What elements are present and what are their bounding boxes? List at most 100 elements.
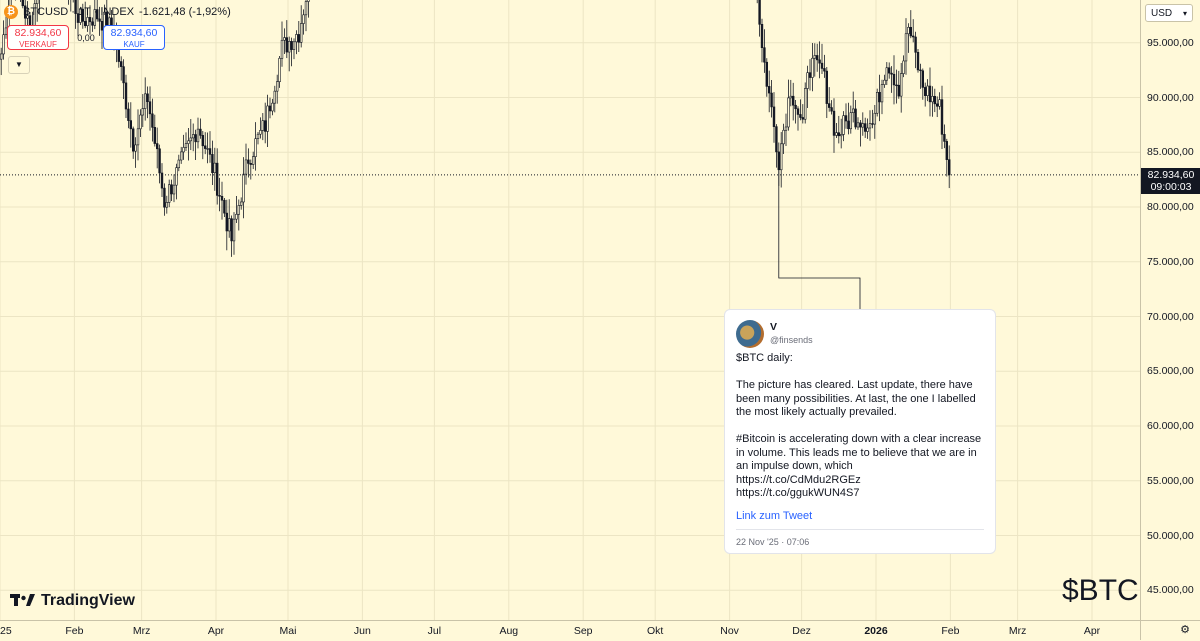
candle-body [880,84,884,103]
gear-icon[interactable]: ⚙ [1180,624,1190,636]
candle-body [0,53,3,60]
price-tick-label: 55.000,00 [1147,474,1194,487]
symbol-title[interactable]: BTCUSD · 1T · INDEX [23,6,135,18]
candle-body [84,21,87,27]
candle-body [811,57,814,78]
candle-body [808,72,812,78]
candle-body [916,51,920,71]
candle-body [302,14,305,24]
chevron-down-icon[interactable]: ▼ [8,56,30,74]
candle-body [823,68,826,72]
time-tick-label: 2026 [864,625,888,637]
candle-body [256,133,260,139]
tradingview-logo[interactable]: TradingView [10,592,135,610]
candle-body [146,93,149,103]
candle-body [911,35,915,38]
candle-body [290,41,293,50]
candle-body [175,167,178,186]
candle-body [779,143,783,171]
chart-area[interactable]: ₿ BTCUSD · 1T · INDEX -1.621,48 (-1,92%)… [0,0,1140,620]
candle-body [122,66,125,84]
candle-body [907,26,910,35]
candle-body [141,108,144,116]
chevron-down-icon: ▾ [1182,9,1187,18]
candle-body [772,106,776,127]
candle-body [213,162,216,174]
candle-body [782,129,785,145]
tweet-author-handle: @finsends [770,335,813,345]
candle-body [854,108,857,128]
candle-body [23,5,27,19]
buy-label: KAUF [123,40,145,49]
candle-body [914,36,917,53]
candle-body [184,143,188,148]
candle-body [139,114,142,130]
candle-body [285,37,288,53]
tweet-link[interactable]: Link zum Tweet [736,510,813,522]
candle-body [943,134,946,142]
candle-body [892,73,896,86]
candle-body [91,21,94,26]
candle-body [760,24,764,48]
candle-body [242,173,245,203]
symbol-bar: ₿ BTCUSD · 1T · INDEX -1.621,48 (-1,92%) [4,4,231,20]
candle-body [940,99,944,135]
candle-body [830,107,833,112]
buy-button[interactable]: 82.934,60 KAUF [103,25,165,50]
candle-body [794,104,797,110]
candle-body [873,112,877,125]
settings-corner[interactable]: ⚙ [1140,620,1200,640]
candle-body [871,123,874,125]
candle-body [299,23,303,43]
time-tick-label: Mrz [1008,625,1027,637]
candle-body [211,154,214,174]
candle-body [98,18,101,22]
candle-body [803,88,807,120]
candle-body [187,140,190,144]
candle-body [263,120,267,132]
candle-body [919,69,922,72]
time-tick-label: Nov [720,625,739,637]
candle-body [96,9,99,20]
candle-body [799,114,802,118]
candle-body [902,60,905,74]
candle-body [815,55,819,61]
candle-body [216,162,219,196]
currency-selector[interactable]: USD ▾ [1145,4,1193,22]
candle-body [923,87,927,96]
candle-body [144,93,147,109]
time-tick-label: Sep [573,625,593,637]
candle-body [2,34,5,55]
buy-price: 82.934,60 [110,27,158,39]
candle-body [230,218,233,242]
candle-body [827,103,831,108]
time-tick-label: Jun [353,625,371,637]
time-axis[interactable]: 2025 Feb Mrz Apr Mai Jun Jul Aug Sep Okt Nov Dez 202… [0,620,1140,641]
candle-body [839,134,843,137]
sell-button[interactable]: 82.934,60 VERKAUF [7,25,69,50]
candle-body [237,205,240,215]
candle-body [129,120,132,130]
price-axis[interactable]: USD ▾ 45.000,00 50.000,00 55.000,00 60.000,… [1140,0,1200,620]
tweet-card: V @finsends $BTC daily: The picture has … [724,309,996,554]
time-tick-label: Apr [207,625,225,637]
candle-body [861,123,865,128]
candle-body [292,41,296,50]
price-tick-label: 85.000,00 [1147,146,1194,159]
candle-body [758,0,761,25]
tweet-text: $BTC daily: The picture has cleared. Las… [736,352,982,499]
time-tick-label: Feb [65,625,84,637]
ticker-tag: $BTC [1062,574,1139,607]
candle-body [796,108,800,115]
candle-body [791,95,795,106]
candle-body [124,82,128,110]
candle-body [177,159,180,169]
currency-label: USD [1151,8,1173,19]
candle-body [863,123,867,132]
time-tick-label: Dez [792,625,811,637]
candle-body [170,184,173,195]
candle-body [189,137,192,142]
candle-body [770,92,773,108]
candle-body [201,135,204,147]
candle-body [74,0,77,14]
